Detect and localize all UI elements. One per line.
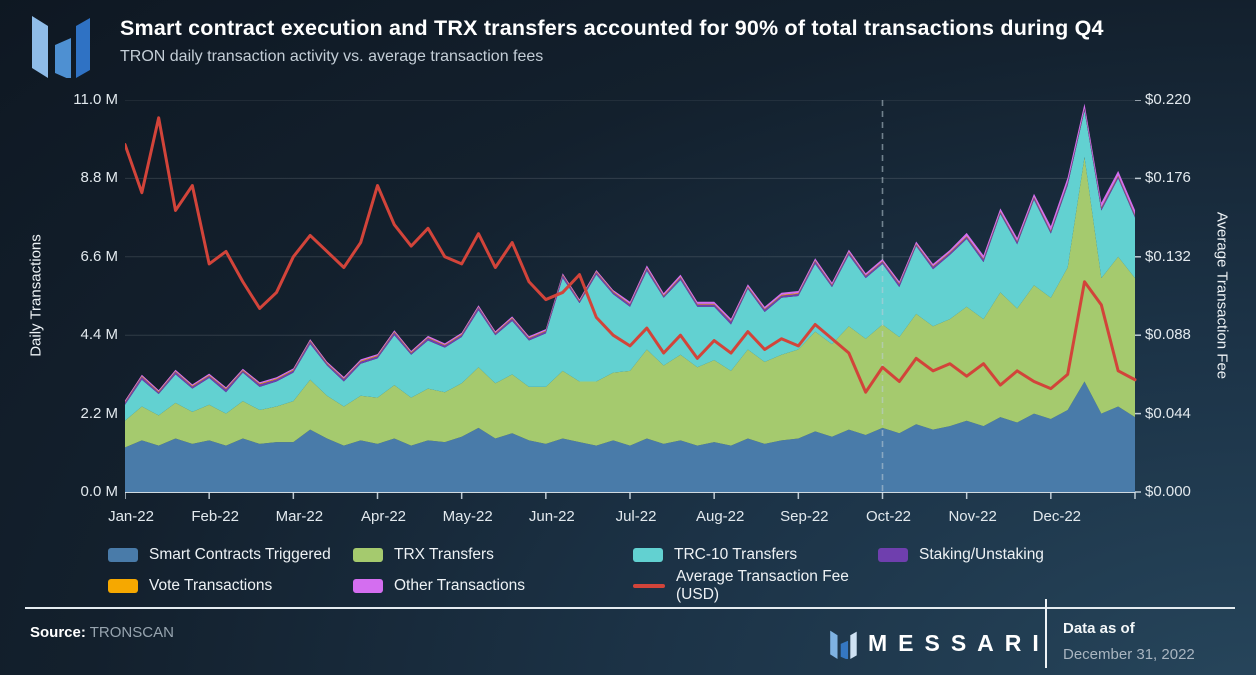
y-right-tick-label: $0.220 (1145, 91, 1191, 108)
legend-item-vote-transactions: Vote Transactions (108, 577, 353, 595)
source-value: TRONSCAN (89, 624, 174, 641)
legend-swatch (353, 578, 383, 593)
legend-label: Vote Transactions (149, 576, 273, 594)
legend-label: TRC-10 Transfers (674, 545, 798, 563)
stacked-area-chart (125, 100, 1141, 499)
footer-vertical-divider (1045, 599, 1047, 668)
legend-swatch (108, 547, 138, 562)
x-tick-label: Nov-22 (948, 508, 997, 525)
data-as-of-value: December 31, 2022 (1063, 646, 1195, 663)
page-subtitle: TRON daily transaction activity vs. aver… (120, 48, 544, 65)
source-note: Source: TRONSCAN (30, 624, 174, 641)
messari-wordmark: MESSARI (868, 629, 1050, 656)
x-tick-label: Apr-22 (360, 508, 407, 525)
messari-footer-logo-icon (830, 630, 857, 659)
y-right-tick-label: $0.044 (1145, 404, 1191, 422)
legend-label: Staking/Unstaking (919, 545, 1044, 563)
x-tick-label: Jun-22 (528, 508, 575, 525)
y-left-tick-label: 4.4 M (80, 326, 118, 344)
page-title: Smart contract execution and TRX transfe… (120, 16, 1104, 40)
x-tick-label: Feb-22 (191, 508, 239, 525)
area-trc-10-transfers (125, 110, 1135, 421)
source-label: Source: (30, 624, 86, 641)
x-tick-label: Mar-22 (275, 508, 324, 525)
messari-brand: MESSARI (828, 627, 1050, 659)
left-axis-title: Daily Transactions (27, 234, 45, 357)
legend-item-trx-transfers: TRX Transfers (353, 546, 633, 564)
legend-item-smart-contracts-triggered: Smart Contracts Triggered (108, 546, 353, 564)
footer-divider (25, 607, 1235, 609)
legend-line-swatch (633, 583, 665, 588)
x-tick-label: Sep-22 (780, 508, 829, 525)
right-axis-title: Average Transaction Fee (1213, 211, 1231, 380)
messari-logo-icon (32, 16, 90, 78)
x-tick-label: Jul-22 (615, 508, 657, 525)
y-right-tick-label: $0.132 (1145, 247, 1191, 265)
y-left-tick-label: 8.8 M (80, 169, 118, 187)
legend-label: Average Transaction Fee (USD) (676, 567, 849, 603)
x-tick-label: May-22 (442, 508, 493, 525)
legend-item-other-transactions: Other Transactions (353, 577, 633, 595)
y-left-tick-label: 0.0 M (80, 483, 118, 500)
y-left-tick-label: 6.6 M (80, 247, 118, 265)
legend-label: Other Transactions (394, 576, 525, 594)
area-trx-transfers (125, 157, 1135, 448)
legend-swatch (633, 547, 663, 562)
y-right-tick-label: $0.088 (1145, 326, 1191, 344)
y-right-tick-label: $0.000 (1145, 483, 1191, 500)
fee-line (125, 116, 1137, 394)
legend-label: TRX Transfers (394, 545, 494, 563)
y-left-tick-label: 2.2 M (80, 404, 118, 422)
x-tick-label: Aug-22 (695, 508, 745, 525)
legend-item-trc-10-transfers: TRC-10 Transfers (633, 546, 878, 564)
y-left-tick-label: 11.0 M (73, 91, 118, 108)
chart-legend: Smart Contracts Triggered TRX Transfers TR… (108, 539, 1148, 604)
legend-swatch (108, 578, 138, 593)
data-as-of-label: Data as of (1063, 620, 1135, 637)
x-tick-label: Jan-22 (108, 508, 154, 525)
legend-item-staking-unstaking: Staking/Unstaking (878, 546, 1148, 564)
x-tick-label: Oct-22 (865, 508, 912, 525)
x-tick-label: Dec-22 (1032, 508, 1082, 525)
legend-swatch (353, 547, 383, 562)
legend-swatch (878, 547, 908, 562)
legend-item-average-transaction-fee-usd-: Average Transaction Fee (USD) (633, 568, 878, 604)
y-right-tick-label: $0.176 (1145, 169, 1191, 187)
legend-label: Smart Contracts Triggered (149, 545, 331, 563)
